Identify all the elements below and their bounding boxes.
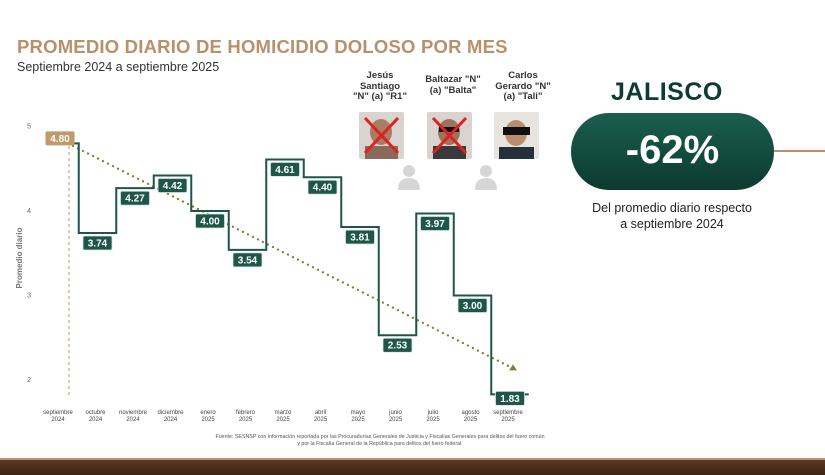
x-tick-label: diciembre 2024 [157, 410, 184, 423]
percent-change: -62% [625, 128, 720, 172]
x-tick-label: octubre 2024 [85, 410, 106, 423]
data-label-box [457, 298, 488, 313]
x-tick-label: julio 2025 [426, 410, 440, 423]
x-tick-label: mayo 2025 [351, 410, 366, 423]
data-label-box [270, 162, 300, 177]
person-photo-2 [427, 112, 472, 159]
data-label: 3.97 [425, 219, 445, 230]
trend-arrow [509, 364, 517, 371]
data-label: 3.81 [350, 233, 370, 244]
percent-badge [571, 113, 774, 190]
x-tick-label: abril 2025 [314, 410, 328, 423]
data-label-box [195, 213, 225, 229]
data-label: 4.42 [163, 181, 183, 192]
chart-title: PROMEDIO DIARIO DE HOMICIDIO DOLOSO POR … [17, 36, 508, 57]
y-axis-label: Promedio diario [15, 227, 24, 288]
data-label: 4.80 [50, 134, 70, 145]
x-tick-label: agosto 2025 [461, 410, 480, 423]
data-label: 3.00 [463, 301, 483, 312]
footer-accent [0, 458, 825, 460]
person-silhouette-icon [398, 165, 420, 190]
footer-bar [0, 460, 825, 475]
x-tick-label: marzo 2025 [275, 410, 292, 423]
data-label-box [82, 235, 113, 251]
data-label-box [382, 337, 413, 353]
divider-line [774, 150, 825, 152]
x-tick-label: noviembre 2024 [119, 410, 148, 423]
x-tick-label: septiembre 2024 [43, 410, 73, 423]
data-label-box [495, 390, 525, 406]
state-name: JALISCO [611, 78, 723, 106]
step-series-line [58, 142, 529, 396]
person-silhouette-icon [475, 165, 497, 190]
x-tick-label: febrero 2025 [236, 410, 256, 423]
data-label: 4.40 [313, 183, 333, 194]
x-tick-label: junio 2025 [388, 410, 403, 423]
data-label: 4.27 [125, 194, 145, 205]
person-photo-3 [494, 112, 539, 159]
data-label-box [232, 252, 263, 268]
data-label: 2.53 [388, 341, 408, 352]
x-tick-label: septiembre 2025 [493, 410, 523, 423]
person-name-3: Carlos Gerardo "N" (a) "Tali" [495, 70, 551, 102]
y-tick-label: 4 [27, 208, 31, 215]
data-label-box [120, 190, 150, 206]
person-name-2: Baltazar "N" (a) "Balta" [425, 74, 481, 96]
trend-line [66, 142, 513, 369]
data-label-box [420, 216, 450, 231]
data-label: 3.54 [238, 255, 258, 266]
data-label: 4.61 [275, 165, 295, 176]
y-tick-label: 2 [27, 377, 31, 384]
person-photo-1 [359, 112, 404, 159]
data-label-box [45, 131, 75, 146]
data-label: 4.00 [200, 217, 220, 228]
chart-subtitle: Septiembre 2024 a septiembre 2025 [17, 60, 220, 74]
source-note: Fuente: SESNSP con información reportada… [215, 434, 545, 447]
percent-description: Del promedio diario respecto a septiembr… [592, 201, 752, 231]
y-tick-label: 3 [27, 293, 31, 300]
y-tick-label: 5 [27, 124, 31, 131]
x-tick-label: enero 2025 [200, 410, 216, 423]
data-label-box [345, 229, 375, 245]
data-label-box [307, 179, 338, 195]
data-label: 1.83 [500, 394, 520, 405]
data-label: 3.74 [88, 238, 108, 249]
person-name-1: Jesús Santiago "N" (a) "R1" [353, 70, 407, 102]
data-label-box [157, 178, 188, 193]
